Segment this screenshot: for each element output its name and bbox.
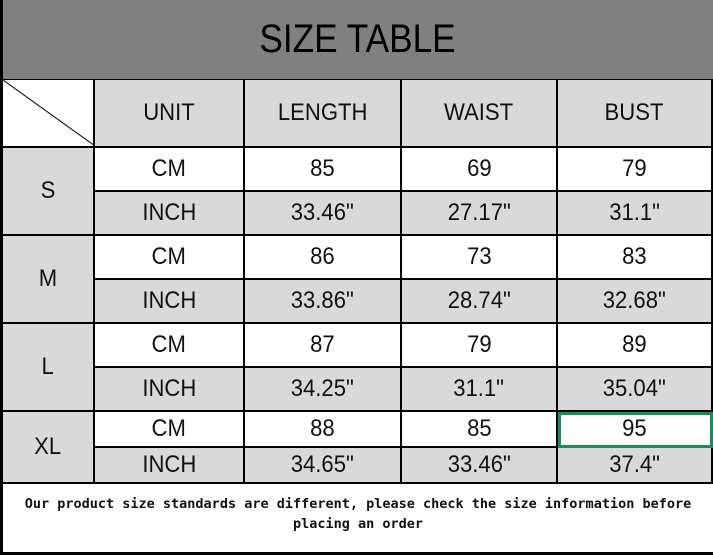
value-cell-inch[interactable]: 28.74" [402, 280, 558, 324]
size-label-s[interactable]: S [0, 148, 95, 236]
value-cell-inch-text: 31.1" [609, 199, 660, 226]
diagonal-corner-cell [0, 80, 95, 148]
value-cell-inch-text: 33.46" [290, 199, 355, 226]
header-bust-text: BUST [605, 99, 664, 126]
value-cell-cm-text: 87 [310, 331, 335, 358]
value-cell-inch[interactable]: 27.17" [402, 192, 558, 236]
value-cell-cm-text: 83 [622, 243, 647, 270]
value-cell-inch[interactable]: 33.46" [402, 448, 558, 484]
value-cell-cm-text: 88 [310, 415, 335, 442]
value-cell-inch-text: 33.86" [290, 287, 355, 314]
value-cell-cm-text: 95 [622, 415, 647, 442]
unit-cm[interactable]: CM [95, 412, 245, 448]
size-note: Our product size standards are different… [0, 484, 713, 555]
value-cell-inch[interactable]: 35.04" [558, 368, 713, 412]
value-cell-cm[interactable]: 73 [402, 236, 558, 280]
unit-inch[interactable]: INCH [95, 368, 245, 412]
value-cell-inch[interactable]: 33.46" [245, 192, 402, 236]
value-cell-cm-text: 85 [466, 415, 492, 442]
value-cell-inch-text: 34.25" [290, 375, 355, 402]
value-cell-cm[interactable]: 69 [402, 148, 558, 192]
diagonal-line-icon [3, 80, 95, 146]
value-cell-cm[interactable]: 85 [402, 412, 558, 448]
value-cell-inch[interactable]: 33.86" [245, 280, 402, 324]
size-label-xl[interactable]: XL [0, 412, 95, 484]
value-cell-inch-text: 33.46" [447, 451, 511, 478]
unit-inch-text: INCH [142, 451, 196, 478]
value-cell-cm-text: 86 [310, 243, 335, 270]
unit-cm[interactable]: CM [95, 148, 245, 192]
header-length-text: LENGTH [277, 99, 368, 126]
unit-cm-text: CM [151, 415, 187, 442]
value-cell-inch[interactable]: 34.25" [245, 368, 402, 412]
value-cell-inch[interactable]: 37.4" [558, 448, 713, 484]
header-unit-text: UNIT [143, 99, 195, 126]
unit-inch-text: INCH [142, 375, 196, 402]
unit-inch-text: INCH [142, 199, 196, 226]
unit-inch-text: INCH [142, 287, 196, 314]
unit-cm[interactable]: CM [95, 324, 245, 368]
value-cell-cm[interactable]: 83 [558, 236, 713, 280]
value-cell-inch-text: 35.04" [602, 375, 667, 402]
value-cell-inch-text: 31.1" [453, 375, 505, 402]
value-cell-cm[interactable]: 88 [245, 412, 402, 448]
value-cell-inch[interactable]: 34.65" [245, 448, 402, 484]
value-cell-cm-text: 79 [466, 331, 492, 358]
unit-inch[interactable]: INCH [95, 448, 245, 484]
value-cell-cm-text: 89 [622, 331, 647, 358]
page-title: SIZE TABLE [0, 0, 713, 81]
unit-inch[interactable]: INCH [95, 280, 245, 324]
value-cell-cm-text: 79 [622, 155, 647, 182]
unit-cm[interactable]: CM [95, 236, 245, 280]
unit-cm-text: CM [151, 331, 187, 358]
unit-cm-text: CM [151, 155, 187, 182]
value-cell-cm[interactable]: 79 [558, 148, 713, 192]
unit-cm-text: CM [151, 243, 187, 270]
header-unit[interactable]: UNIT [95, 80, 245, 148]
header-waist[interactable]: WAIST [402, 80, 558, 148]
header-length[interactable]: LENGTH [245, 80, 402, 148]
size-label-l[interactable]: L [0, 324, 95, 412]
value-cell-inch-text: 32.68" [602, 287, 667, 314]
value-cell-cm-text: 85 [310, 155, 335, 182]
size-label-m[interactable]: M [0, 236, 95, 324]
size-label-m-text: M [38, 265, 58, 292]
value-cell-cm-text: 69 [466, 155, 492, 182]
value-cell-cm[interactable]: 87 [245, 324, 402, 368]
header-bust[interactable]: BUST [558, 80, 713, 148]
value-cell-inch-text: 28.74" [447, 287, 511, 314]
value-cell-inch-text: 37.4" [609, 451, 660, 478]
size-label-s-text: S [40, 177, 56, 204]
value-cell-cm[interactable]: 89 [558, 324, 713, 368]
value-cell-inch[interactable]: 32.68" [558, 280, 713, 324]
value-cell-cm[interactable]: 79 [402, 324, 558, 368]
value-cell-inch-text: 27.17" [447, 199, 511, 226]
unit-inch[interactable]: INCH [95, 192, 245, 236]
value-cell-cm[interactable]: 95 [558, 412, 713, 448]
value-cell-inch[interactable]: 31.1" [558, 192, 713, 236]
header-waist-text: WAIST [444, 99, 514, 126]
value-cell-cm[interactable]: 86 [245, 236, 402, 280]
size-label-l-text: L [41, 353, 55, 380]
size-label-xl-text: XL [34, 433, 62, 460]
value-cell-cm-text: 73 [466, 243, 492, 270]
value-cell-inch-text: 34.65" [290, 451, 355, 478]
title-text: SIZE TABLE [259, 17, 457, 61]
value-cell-inch[interactable]: 31.1" [402, 368, 558, 412]
value-cell-cm[interactable]: 85 [245, 148, 402, 192]
